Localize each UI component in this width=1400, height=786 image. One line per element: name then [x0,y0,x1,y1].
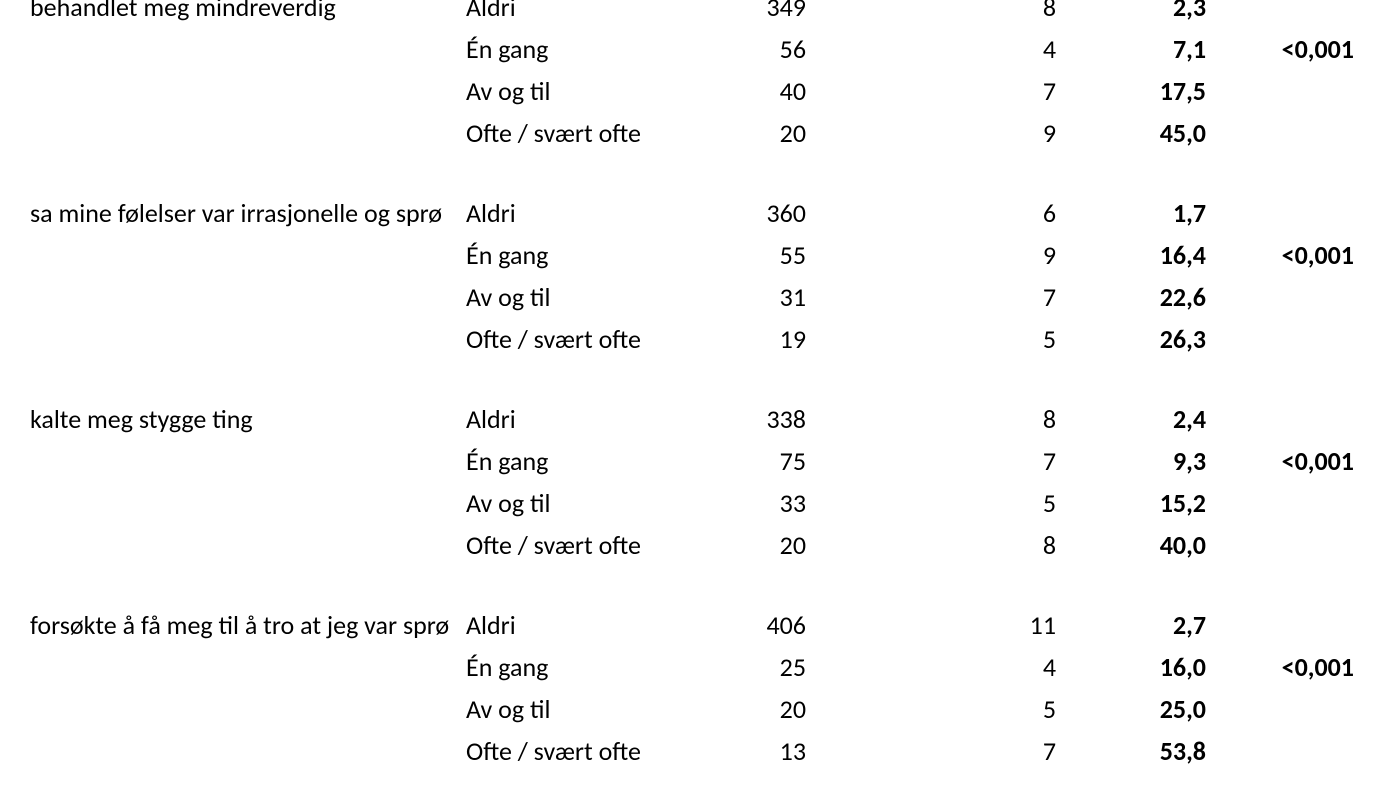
percent-value: 22,6 [1056,284,1206,310]
count-1: 75 [716,448,806,474]
count-2: 9 [806,242,1056,268]
count-2: 7 [806,284,1056,310]
response-label: Aldri [466,406,716,432]
percent-value: 16,0 [1056,654,1206,680]
count-2: 8 [806,0,1056,20]
count-1: 31 [716,284,806,310]
percent-value: 1,7 [1056,200,1206,226]
count-1: 56 [716,36,806,62]
count-2: 11 [806,612,1056,638]
count-1: 20 [716,120,806,146]
response-label: Ofte / svært ofte [466,326,716,352]
percent-value: 16,4 [1056,242,1206,268]
count-1: 25 [716,654,806,680]
count-2: 4 [806,654,1056,680]
count-1: 19 [716,326,806,352]
count-2: 5 [806,326,1056,352]
percent-value: 2,3 [1056,0,1206,20]
group-label: sa mine følelser var irrasjonelle og spr… [0,200,466,226]
table-row: Ofte / svært ofte 13 7 53,8 [0,738,1400,780]
count-2: 5 [806,696,1056,722]
percent-value: 17,5 [1056,78,1206,104]
count-1: 13 [716,738,806,764]
response-label: Aldri [466,0,716,20]
table-group: kalte meg stygge ting Aldri 338 8 2,4 Én… [0,406,1400,574]
table-row: Av og til 33 5 15,2 [0,490,1400,532]
table-row: Én gang 56 4 7,1 <0,001 [0,36,1400,78]
table-row: Av og til 20 5 25,0 [0,696,1400,738]
count-1: 20 [716,532,806,558]
count-1: 55 [716,242,806,268]
table-row: kalte meg stygge ting Aldri 338 8 2,4 [0,406,1400,448]
response-label: Av og til [466,284,716,310]
table-row: Ofte / svært ofte 20 9 45,0 [0,120,1400,162]
response-label: Én gang [466,36,716,62]
count-2: 5 [806,490,1056,516]
count-1: 40 [716,78,806,104]
percent-value: 15,2 [1056,490,1206,516]
response-label: Av og til [466,696,716,722]
count-2: 7 [806,78,1056,104]
table-group: behandlet meg mindreverdig Aldri 349 8 2… [0,0,1400,162]
p-value: <0,001 [1206,242,1376,268]
table-row: Ofte / svært ofte 20 8 40,0 [0,532,1400,574]
percent-value: 2,4 [1056,406,1206,432]
count-1: 406 [716,612,806,638]
table-row: Av og til 40 7 17,5 [0,78,1400,120]
count-1: 349 [716,0,806,20]
percent-value: 40,0 [1056,532,1206,558]
count-2: 7 [806,448,1056,474]
count-1: 338 [716,406,806,432]
table-row: Én gang 55 9 16,4 <0,001 [0,242,1400,284]
group-label: forsøkte å få meg til å tro at jeg var s… [0,612,466,638]
percent-value: 26,3 [1056,326,1206,352]
count-1: 360 [716,200,806,226]
table-row: Av og til 31 7 22,6 [0,284,1400,326]
response-label: Av og til [466,78,716,104]
table-row: Én gang 75 7 9,3 <0,001 [0,448,1400,490]
table-group: sa mine følelser var irrasjonelle og spr… [0,200,1400,368]
table-row: sa mine følelser var irrasjonelle og spr… [0,200,1400,242]
percent-value: 2,7 [1056,612,1206,638]
count-2: 8 [806,406,1056,432]
response-label: Én gang [466,448,716,474]
response-label: Én gang [466,654,716,680]
table-group: forsøkte å få meg til å tro at jeg var s… [0,612,1400,780]
response-label: Aldri [466,612,716,638]
table-row: Ofte / svært ofte 19 5 26,3 [0,326,1400,368]
response-label: Ofte / svært ofte [466,532,716,558]
percent-value: 53,8 [1056,738,1206,764]
response-label: Én gang [466,242,716,268]
count-2: 9 [806,120,1056,146]
group-label: behandlet meg mindreverdig [0,0,466,20]
count-2: 6 [806,200,1056,226]
count-2: 4 [806,36,1056,62]
count-1: 33 [716,490,806,516]
percent-value: 9,3 [1056,448,1206,474]
p-value: <0,001 [1206,654,1376,680]
data-table: behandlet meg mindreverdig Aldri 349 8 2… [0,0,1400,780]
response-label: Aldri [466,200,716,226]
p-value: <0,001 [1206,36,1376,62]
table-row: Én gang 25 4 16,0 <0,001 [0,654,1400,696]
response-label: Ofte / svært ofte [466,738,716,764]
percent-value: 25,0 [1056,696,1206,722]
count-2: 8 [806,532,1056,558]
count-2: 7 [806,738,1056,764]
percent-value: 7,1 [1056,36,1206,62]
count-1: 20 [716,696,806,722]
table-row: forsøkte å få meg til å tro at jeg var s… [0,612,1400,654]
response-label: Ofte / svært ofte [466,120,716,146]
percent-value: 45,0 [1056,120,1206,146]
group-label: kalte meg stygge ting [0,406,466,432]
response-label: Av og til [466,490,716,516]
table-row: behandlet meg mindreverdig Aldri 349 8 2… [0,0,1400,36]
p-value: <0,001 [1206,448,1376,474]
